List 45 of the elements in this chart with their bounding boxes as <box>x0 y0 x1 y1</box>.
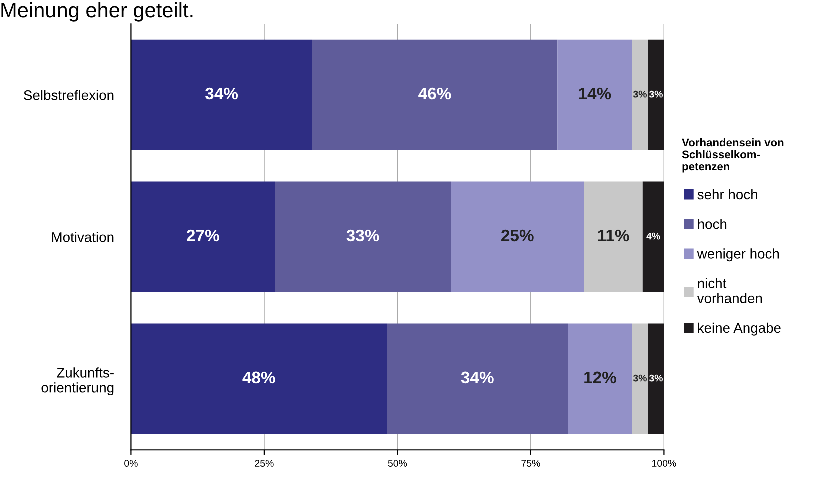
data-label: 11% <box>598 230 630 242</box>
bar <box>131 40 312 151</box>
y-tick-label: Zukunfts- orientierung <box>42 368 114 396</box>
bar <box>558 40 632 151</box>
data-label: 3% <box>633 374 647 382</box>
bar <box>451 182 584 293</box>
data-label: 34% <box>206 88 238 100</box>
bar <box>312 40 558 151</box>
data-label: 46% <box>418 88 452 100</box>
data-label: 48% <box>242 372 276 384</box>
x-tick-label: 25% <box>255 460 274 467</box>
data-label: 25% <box>502 230 534 242</box>
bar <box>642 182 664 293</box>
y-tick-label: Selbstreflexion <box>24 90 114 100</box>
data-label: 33% <box>346 230 380 242</box>
x-tick-label: 75% <box>522 460 540 467</box>
bar <box>387 324 568 435</box>
data-label: 34% <box>461 372 494 384</box>
x-tick-label: 100% <box>652 460 676 467</box>
data-label: 3% <box>633 90 647 98</box>
legend-label: weniger hoch <box>697 248 780 262</box>
legend-title: Vorhandensein von Schlüsselkom- petenzen <box>682 138 784 173</box>
chart-title: Meinung eher geteilt. <box>2 2 193 22</box>
bar <box>131 182 276 293</box>
bar <box>584 182 643 293</box>
bar <box>648 40 664 151</box>
bar <box>275 182 451 293</box>
bar <box>632 40 648 151</box>
bar <box>632 324 648 435</box>
data-label: 3% <box>649 374 663 382</box>
legend-label: hoch <box>698 219 727 230</box>
data-label: 4% <box>646 232 660 240</box>
bar <box>648 324 664 435</box>
data-label: 14% <box>579 88 612 100</box>
legend-label: keine Angabe <box>698 322 781 336</box>
data-label: 3% <box>649 90 663 98</box>
legend-label: nicht vorhanden <box>697 278 762 304</box>
data-label: 12% <box>584 372 616 384</box>
x-tick-label: 0% <box>124 460 138 467</box>
legend-label: sehr hoch <box>698 189 758 200</box>
data-label: 27% <box>187 230 220 242</box>
bar <box>131 324 388 435</box>
y-tick-label: Motivation <box>52 232 114 242</box>
bar <box>568 324 632 435</box>
x-tick-label: 50% <box>388 460 408 467</box>
